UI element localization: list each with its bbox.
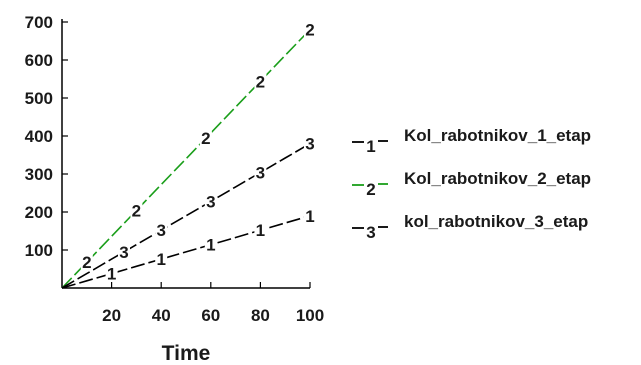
series-2-point-label: 2 (201, 129, 210, 148)
y-tick-label: 600 (25, 51, 53, 70)
point-label-bg (118, 241, 130, 260)
legend-label-2: Kol_rabotnikov_2_etap (404, 169, 591, 188)
axes: 100 200 300 400 500 600 700 20 40 60 80 100 Time (25, 13, 325, 365)
point-label-bg (204, 234, 217, 253)
point-label-bg (304, 205, 316, 224)
point-label-bg (155, 220, 168, 239)
y-tick-label: 700 (25, 13, 53, 32)
point-label-bg (105, 263, 118, 282)
legend-marker-1: 1 (366, 137, 375, 156)
series-1-point-label: 1 (156, 250, 165, 269)
x-axis-title: Time (162, 342, 211, 365)
series-3-point-label: 3 (305, 135, 314, 154)
series-2-point-label: 2 (82, 253, 91, 272)
series-3-point-label: 3 (119, 243, 128, 262)
series-3-point-label: 3 (156, 221, 165, 240)
legend-label-3: kol_rabotnikov_3_etap (404, 212, 588, 231)
x-tick-label: 20 (102, 306, 121, 325)
x-tick-label: 40 (152, 306, 171, 325)
point-label-bg (254, 162, 267, 181)
point-label-bg (130, 200, 143, 219)
point-label-bg (80, 252, 93, 271)
point-label-bg (204, 191, 217, 210)
point-label-bg (254, 71, 267, 90)
point-label-bg (254, 220, 267, 239)
legend-marker-2: 2 (366, 180, 375, 199)
series-3-point-label: 3 (206, 192, 215, 211)
legend-label-1: Kol_rabotnikov_1_etap (404, 126, 591, 145)
point-label-bg (155, 249, 168, 268)
series-2-point-label: 2 (132, 201, 141, 220)
x-tick-label: 100 (296, 306, 324, 325)
series-line-3 (61, 142, 311, 289)
y-tick-label: 500 (25, 89, 53, 108)
series-line-2 (61, 29, 311, 289)
x-tick-label: 80 (251, 306, 270, 325)
series-1-point-label: 1 (107, 265, 116, 284)
y-tick-label: 400 (25, 127, 53, 146)
y-tick-label: 200 (25, 203, 53, 222)
x-tick-label: 60 (201, 306, 220, 325)
point-label-bg (199, 128, 212, 147)
series-2-point-label: 2 (256, 72, 265, 91)
series-1-point-label: 1 (305, 207, 314, 226)
point-label-bg (304, 133, 316, 152)
legend-marker-3: 3 (366, 223, 375, 242)
series-lines (61, 29, 311, 289)
point-label-bg (304, 19, 316, 38)
series-1-point-label: 1 (256, 221, 265, 240)
legend: 1 Kol_rabotnikov_1_etap 2 Kol_rabotnikov_2_… (352, 126, 591, 242)
y-tick-label: 100 (25, 241, 53, 260)
series-1-point-label: 1 (206, 236, 215, 255)
y-tick-label: 300 (25, 165, 53, 184)
series-3-point-label: 3 (256, 163, 265, 182)
series-2-point-label: 2 (305, 21, 314, 40)
series-line-1 (61, 215, 311, 289)
